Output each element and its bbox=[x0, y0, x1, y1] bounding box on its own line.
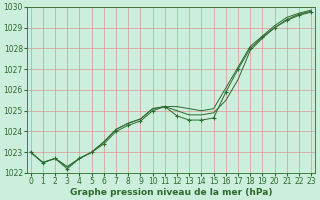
X-axis label: Graphe pression niveau de la mer (hPa): Graphe pression niveau de la mer (hPa) bbox=[70, 188, 272, 197]
